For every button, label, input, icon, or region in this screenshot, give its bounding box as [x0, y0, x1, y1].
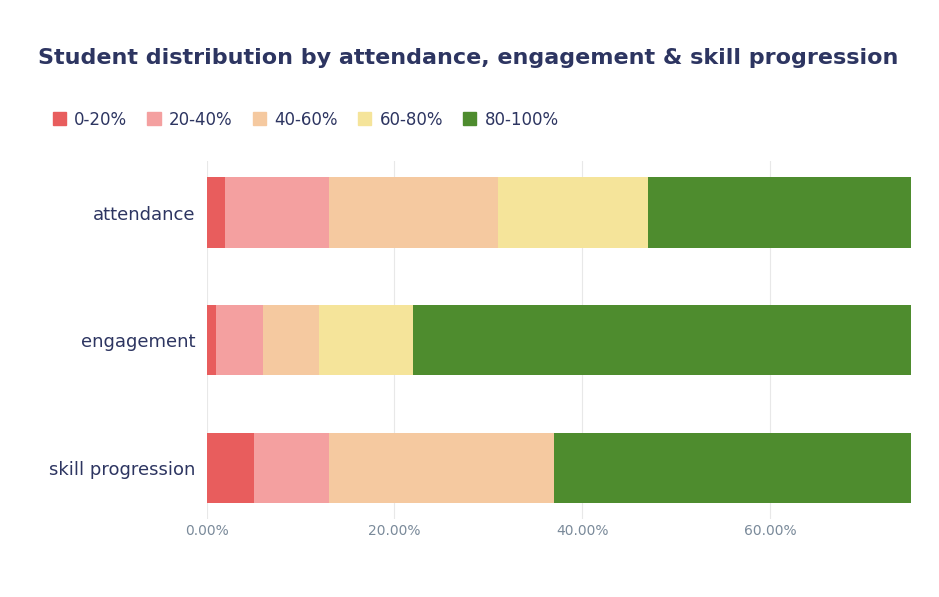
Bar	[329, 177, 498, 248]
Bar	[207, 433, 254, 503]
Bar	[207, 177, 225, 248]
Bar	[216, 305, 263, 376]
Bar	[225, 177, 329, 248]
Bar	[254, 433, 329, 503]
Bar	[263, 305, 319, 376]
Text: Student distribution by attendance, engagement & skill progression: Student distribution by attendance, enga…	[38, 48, 898, 68]
Bar	[207, 305, 216, 376]
Bar	[329, 433, 554, 503]
Legend: 0-20%, 20-40%, 40-60%, 60-80%, 80-100%: 0-20%, 20-40%, 40-60%, 60-80%, 80-100%	[46, 104, 565, 135]
Bar	[319, 305, 413, 376]
Bar	[554, 433, 939, 503]
Bar	[648, 177, 939, 248]
Bar	[498, 177, 648, 248]
Bar	[413, 305, 939, 376]
